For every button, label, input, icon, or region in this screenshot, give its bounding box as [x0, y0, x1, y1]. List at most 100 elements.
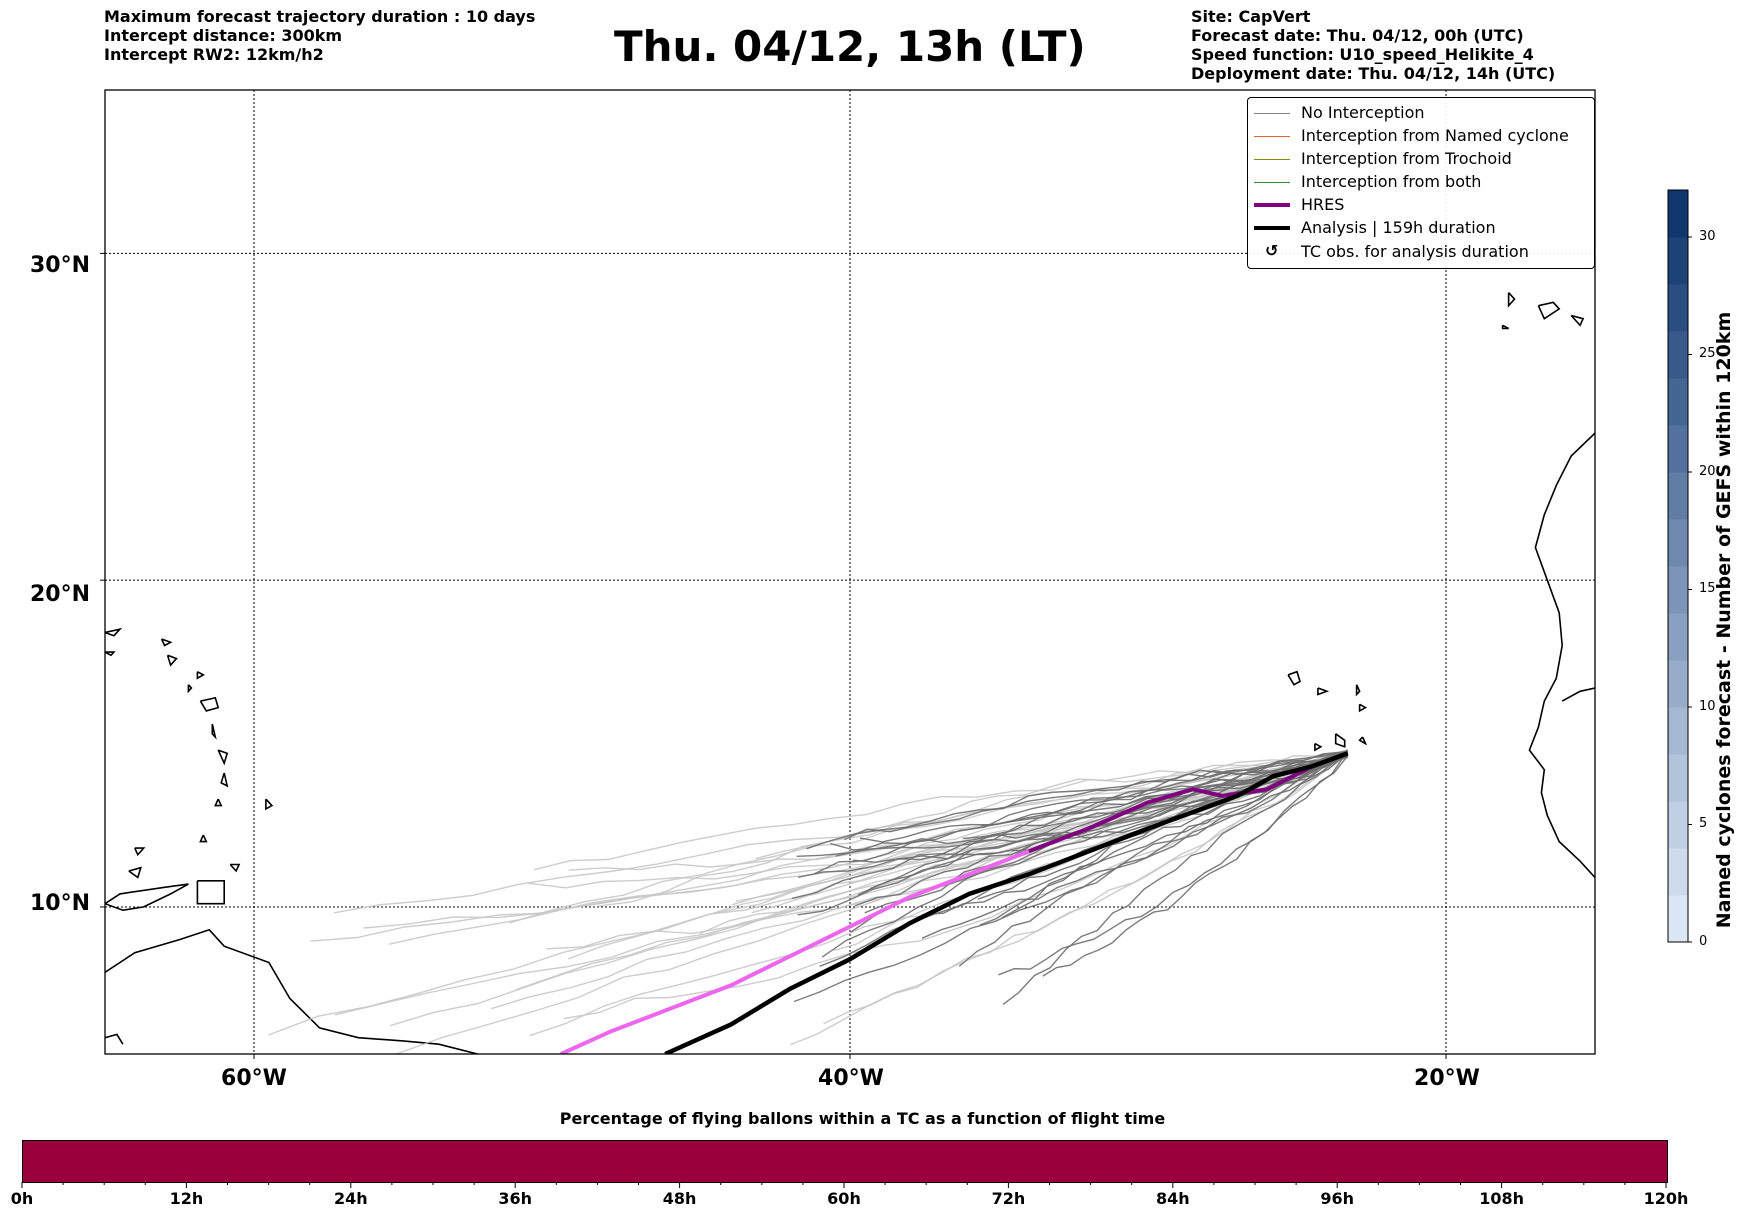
coastline	[166, 654, 178, 667]
info-site: Site: CapVert	[1191, 7, 1311, 26]
ensemble-trajectory	[806, 750, 1348, 850]
bottom-bar-tick-label: 96h	[1320, 1189, 1355, 1208]
legend-item-no-interception: No Interception	[1248, 102, 1588, 124]
legend-swatch	[1254, 203, 1290, 207]
coastline	[211, 723, 217, 740]
coastline	[187, 684, 193, 694]
legend-item-named-cyclone: Interception from Named cyclone	[1248, 125, 1588, 147]
ensemble-trajectory	[797, 755, 1348, 916]
coastline	[196, 879, 225, 905]
legend-item-trochoid: Interception from Trochoid	[1248, 148, 1588, 170]
colorbar-block	[1668, 754, 1688, 802]
ensemble-trajectory	[823, 752, 1349, 1025]
bottom-bar-tick-label: 24h	[333, 1189, 368, 1208]
bottom-bar-tick-label: 60h	[827, 1189, 861, 1208]
coastline	[1570, 314, 1585, 327]
ensemble-trajectory	[509, 756, 1348, 924]
coastline	[1358, 736, 1368, 746]
ensemble-trajectory	[859, 750, 1348, 843]
ensemble-trajectory	[958, 751, 1349, 967]
colorbar-block	[1668, 519, 1688, 567]
lat-label-30n: 30°N	[29, 253, 90, 278]
colorbar-block	[1668, 331, 1688, 379]
legend-label: Interception from both	[1301, 172, 1482, 191]
colorbar-tick-30: 30	[1699, 229, 1716, 244]
colorbar-label: Named cyclones forecast - Number of GEFS…	[1713, 311, 1735, 929]
colorbar-tick-0: 0	[1699, 934, 1708, 949]
colorbar-tick-5: 5	[1699, 816, 1708, 831]
colorbar-block	[1668, 425, 1688, 473]
ensemble-trajectory	[921, 751, 1349, 939]
bottom-bar-title: Percentage of flying ballons within a TC…	[559, 1109, 1166, 1128]
bottom-bar-tick-label: 36h	[498, 1189, 533, 1208]
coastline	[105, 883, 189, 912]
colorbar-block	[1668, 378, 1688, 426]
coastline	[105, 627, 123, 637]
legend: No Interception Interception from Named …	[1247, 97, 1595, 269]
bottom-bar-tick-label: 0h	[10, 1189, 34, 1208]
bottom-bar-tick-label: 48h	[662, 1189, 697, 1208]
lon-label-20w: 20°W	[1414, 1066, 1480, 1091]
ensemble-trajectory	[1042, 755, 1349, 977]
colorbar-block	[1668, 237, 1688, 285]
info-intercept-rw2: Intercept RW2: 12km/h2	[104, 45, 324, 64]
ensemble-trajectory	[363, 750, 1348, 929]
analysis-track	[664, 751, 1349, 1054]
colorbar	[1667, 189, 1692, 943]
ensemble-trajectory	[844, 750, 1348, 841]
ensemble-trajectory	[533, 749, 1348, 871]
info-forecast-date: Forecast date: Thu. 04/12, 00h (UTC)	[1191, 26, 1524, 45]
legend-swatch	[1254, 226, 1290, 230]
ensemble-trajectory	[596, 750, 1348, 907]
lat-label-10n: 10°N	[29, 891, 90, 916]
lon-label-60w: 60°W	[221, 1066, 287, 1091]
ensemble-trajectory	[998, 750, 1349, 976]
header-right: Site: CapVert Forecast date: Thu. 04/12,…	[1191, 7, 1555, 83]
coastline	[220, 772, 229, 788]
coastline	[1287, 670, 1301, 686]
legend-swatch	[1254, 136, 1290, 137]
tc-obs-icon: ↺	[1265, 241, 1279, 260]
info-speed-function: Speed function: U10_speed_Helikite_4	[1191, 45, 1534, 64]
legend-label: No Interception	[1301, 103, 1425, 122]
coastline	[105, 1033, 124, 1045]
info-duration: Maximum forecast trajectory duration : 1…	[104, 7, 536, 26]
coastline	[265, 798, 274, 811]
bottom-bar-tick-label: 84h	[1155, 1189, 1190, 1208]
legend-item-tc-obs: ↺ TC obs. for analysis duration	[1248, 241, 1588, 263]
coastline	[160, 638, 173, 647]
coastline	[229, 863, 241, 873]
info-deployment-date: Deployment date: Thu. 04/12, 14h (UTC)	[1191, 64, 1556, 83]
lon-label-40w: 40°W	[818, 1066, 884, 1091]
colorbar-tick-10: 10	[1699, 699, 1716, 714]
colorbar-block	[1668, 660, 1688, 708]
colorbar-block	[1668, 801, 1688, 849]
bottom-bar-tick-label: 120h	[1643, 1189, 1689, 1208]
lat-label-20n: 20°N	[29, 582, 90, 607]
legend-item-analysis: Analysis | 159h duration	[1248, 217, 1588, 239]
coastline	[1528, 432, 1595, 879]
header-left: Maximum forecast trajectory duration : 1…	[104, 7, 535, 64]
colorbar-block	[1668, 707, 1688, 755]
ensemble-trajectory	[980, 756, 1348, 826]
colorbar-block	[1668, 566, 1688, 614]
coastline	[1561, 687, 1595, 702]
colorbar-block	[1668, 895, 1688, 943]
coastline	[128, 866, 142, 879]
coastline	[217, 749, 229, 766]
bottom-bar-tick-label: 12h	[169, 1189, 204, 1208]
coastline	[105, 928, 478, 1054]
bottom-bar-tick-label: 108h	[1479, 1189, 1524, 1208]
bottom-bar-tick-label: 72h	[991, 1189, 1026, 1208]
colorbar-block	[1668, 613, 1688, 661]
legend-swatch	[1254, 182, 1290, 183]
coastline	[196, 670, 205, 680]
info-intercept-distance: Intercept distance: 300km	[104, 26, 343, 45]
coastline	[1317, 687, 1330, 696]
legend-label: HRES	[1301, 195, 1345, 214]
colorbar-tick-25: 25	[1699, 346, 1716, 361]
legend-label: Interception from Named cyclone	[1301, 126, 1569, 145]
coastline	[1358, 703, 1368, 713]
colorbar-block	[1668, 284, 1688, 332]
